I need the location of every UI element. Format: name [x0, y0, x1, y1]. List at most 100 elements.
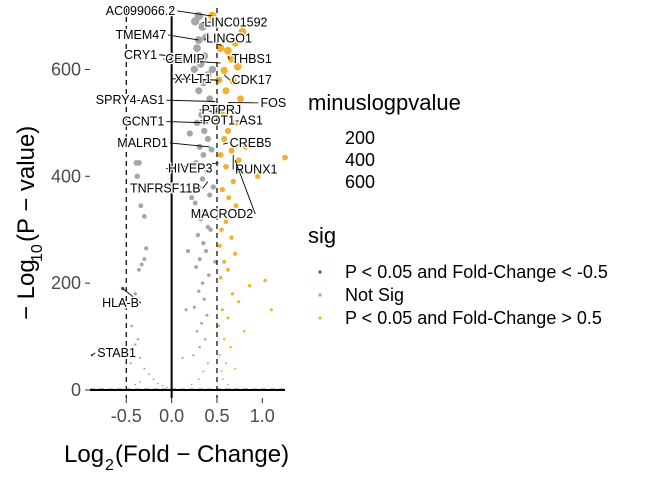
size-legend-label: 600	[345, 172, 375, 192]
data-point	[137, 268, 141, 272]
gene-label-leader	[92, 353, 95, 355]
data-point	[207, 362, 209, 364]
data-point	[221, 136, 227, 142]
data-point	[218, 152, 224, 158]
y-tick-label: 400	[51, 166, 81, 186]
data-point	[229, 236, 233, 240]
data-point	[222, 87, 229, 94]
data-point	[220, 187, 225, 192]
data-point	[201, 128, 207, 134]
data-point	[134, 292, 137, 295]
points-layer	[91, 12, 288, 388]
data-point	[200, 152, 206, 158]
data-point	[223, 164, 229, 170]
data-point	[209, 147, 215, 153]
data-point	[197, 290, 200, 293]
x-tick-label: 1.0	[250, 406, 275, 426]
gene-label: HLA-B	[102, 296, 139, 310]
data-point	[144, 246, 148, 250]
gene-label: SPRY4-AS1	[96, 93, 165, 107]
data-point	[217, 325, 220, 328]
data-point	[221, 308, 224, 311]
data-point	[142, 214, 147, 219]
gene-label: MACROD2	[191, 207, 254, 221]
data-point	[166, 386, 168, 388]
data-point	[219, 227, 224, 232]
data-point	[223, 338, 226, 341]
data-point	[201, 281, 205, 285]
data-point	[204, 249, 208, 253]
data-point	[234, 368, 236, 370]
data-point	[201, 241, 205, 245]
data-point	[191, 384, 193, 386]
data-point	[185, 308, 188, 311]
gene-label-leader	[223, 143, 227, 144]
data-point	[233, 252, 237, 256]
data-point	[221, 370, 223, 372]
data-point	[139, 357, 141, 359]
data-point	[207, 192, 212, 197]
data-point	[200, 322, 203, 325]
data-point	[226, 268, 230, 272]
data-point	[229, 346, 231, 348]
data-point	[221, 67, 228, 74]
data-point	[187, 130, 193, 136]
data-point	[140, 262, 144, 266]
gene-label: RUNX1	[235, 163, 277, 177]
data-point	[203, 298, 206, 301]
data-point	[137, 338, 140, 341]
data-point	[194, 265, 198, 269]
color-legend-label: P < 0.05 and Fold-Change < -0.5	[345, 262, 608, 282]
data-point	[134, 384, 136, 386]
data-point	[226, 316, 229, 319]
data-point	[218, 244, 222, 248]
y-axis-title: − Log 10 (P − value)	[13, 126, 46, 320]
y-tick-label: 0	[71, 380, 81, 400]
data-point	[191, 17, 199, 25]
x-axis-title-sub: 2	[105, 457, 114, 474]
data-point	[227, 384, 229, 386]
data-point	[130, 362, 132, 364]
data-point	[202, 370, 204, 372]
size-legend-label: 400	[345, 150, 375, 170]
data-point	[130, 325, 133, 328]
data-point	[196, 233, 200, 237]
data-point	[226, 195, 231, 200]
size-legend-label: 200	[345, 128, 375, 148]
gene-label-leader	[203, 182, 208, 189]
data-point	[225, 362, 227, 364]
data-point	[192, 354, 194, 356]
gene-label-leader	[224, 75, 229, 80]
data-point	[211, 184, 216, 189]
data-point	[206, 314, 209, 317]
data-point	[195, 87, 202, 94]
gene-label: GCNT1	[122, 115, 164, 129]
data-point	[136, 160, 142, 166]
data-point	[231, 179, 236, 184]
data-point	[181, 357, 183, 359]
data-point	[134, 174, 139, 179]
data-point	[193, 44, 201, 52]
gene-label: TNFRSF11B	[130, 181, 201, 195]
data-point	[199, 346, 201, 348]
data-point	[148, 373, 150, 375]
y-axis-title-prefix: − Log	[13, 259, 40, 320]
x-tick-label: 0.5	[204, 406, 229, 426]
gene-label: AC099066.2	[106, 4, 176, 18]
data-point	[198, 257, 202, 261]
data-point	[157, 383, 159, 385]
x-axis-title: Log 2 (Fold − Change)	[64, 441, 289, 474]
gene-label: CEMIP	[165, 52, 205, 66]
color-legend-key	[318, 270, 321, 273]
data-point	[198, 378, 200, 380]
gene-label: MALRD1	[117, 136, 168, 150]
data-point	[138, 203, 143, 208]
color-legend-key	[318, 316, 321, 319]
data-point	[222, 260, 226, 264]
gene-label: CRY1	[124, 48, 157, 62]
color-legend-key	[318, 293, 321, 296]
data-point	[143, 368, 145, 370]
data-point	[139, 381, 141, 383]
